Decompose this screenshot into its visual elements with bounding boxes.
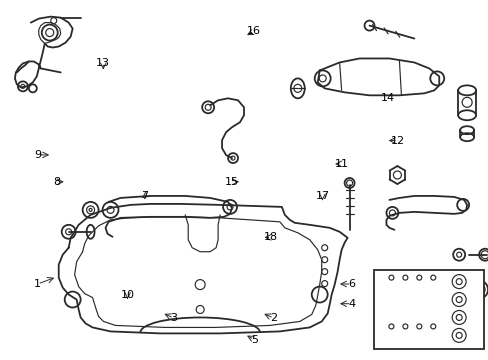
Text: 18: 18 <box>264 232 278 242</box>
Text: 1: 1 <box>34 279 41 289</box>
Text: 4: 4 <box>347 299 354 309</box>
Text: 16: 16 <box>247 26 261 36</box>
Text: 17: 17 <box>315 191 329 201</box>
Text: 2: 2 <box>269 313 277 323</box>
Text: 12: 12 <box>390 136 404 145</box>
Text: 10: 10 <box>121 290 134 300</box>
Text: 6: 6 <box>347 279 354 289</box>
Bar <box>374 270 483 349</box>
Text: 14: 14 <box>380 93 394 103</box>
Text: 9: 9 <box>34 150 41 160</box>
Text: 11: 11 <box>334 159 348 169</box>
Text: 5: 5 <box>250 334 257 345</box>
Text: 8: 8 <box>53 177 61 187</box>
Text: 13: 13 <box>96 58 110 68</box>
Text: 3: 3 <box>170 313 177 323</box>
Text: 15: 15 <box>225 177 239 187</box>
Text: 7: 7 <box>141 191 148 201</box>
